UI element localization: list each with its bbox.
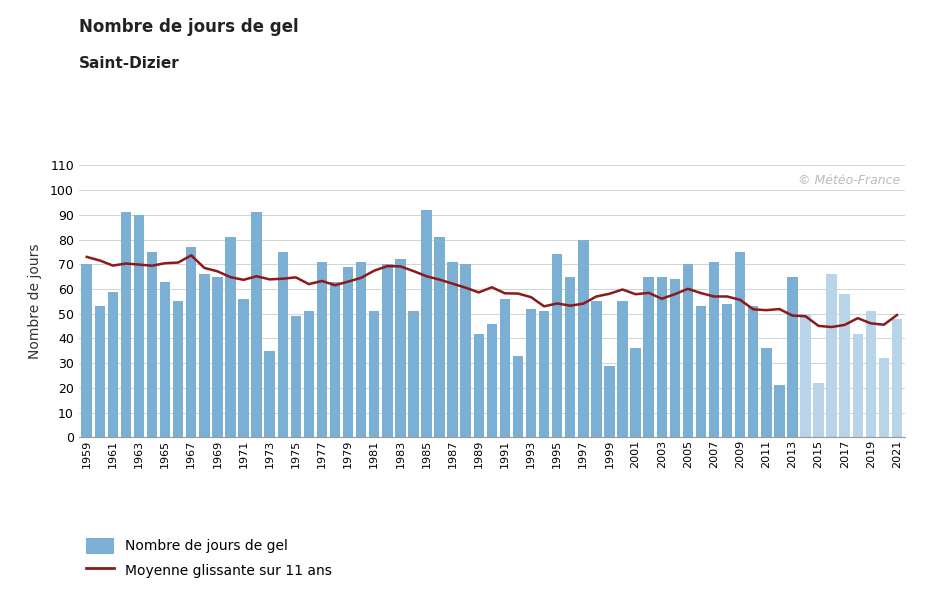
Bar <box>695 306 705 437</box>
Bar <box>303 311 313 437</box>
Bar <box>734 252 744 437</box>
Bar <box>629 348 641 437</box>
Bar <box>82 264 92 437</box>
Bar <box>865 311 875 437</box>
Bar <box>329 282 340 437</box>
Bar <box>526 309 536 437</box>
Bar <box>434 237 444 437</box>
Bar <box>238 299 248 437</box>
Bar <box>799 314 810 437</box>
Bar <box>251 212 261 437</box>
Bar <box>356 262 366 437</box>
Text: Nombre de jours de gel: Nombre de jours de gel <box>79 18 298 35</box>
Bar <box>616 301 627 437</box>
Bar <box>421 210 431 437</box>
Bar <box>578 239 588 437</box>
Bar <box>146 252 157 437</box>
Bar <box>499 299 510 437</box>
Bar <box>408 311 418 437</box>
Bar <box>447 262 457 437</box>
Bar <box>590 301 601 437</box>
Bar <box>199 274 210 437</box>
Bar <box>708 262 718 437</box>
Bar <box>212 277 222 437</box>
Bar <box>108 291 118 437</box>
Bar <box>721 304 731 437</box>
Bar <box>225 237 235 437</box>
Bar <box>812 383 823 437</box>
Bar <box>513 356 523 437</box>
Bar <box>539 311 549 437</box>
Bar <box>760 348 770 437</box>
Bar <box>172 301 184 437</box>
Legend: Nombre de jours de gel, Moyenne glissante sur 11 ans: Nombre de jours de gel, Moyenne glissant… <box>85 538 331 578</box>
Text: Saint-Dizier: Saint-Dizier <box>79 56 180 71</box>
Bar <box>121 212 131 437</box>
Bar <box>460 264 470 437</box>
Bar <box>669 279 679 437</box>
Bar <box>290 316 300 437</box>
Bar <box>133 215 144 437</box>
Bar <box>773 385 783 437</box>
Bar <box>786 277 797 437</box>
Bar <box>552 255 562 437</box>
Bar <box>342 267 353 437</box>
Bar <box>747 306 757 437</box>
Text: © Météo-France: © Météo-France <box>797 174 900 187</box>
Bar <box>655 277 667 437</box>
Bar <box>369 311 379 437</box>
Bar <box>486 324 497 437</box>
Bar <box>395 259 405 437</box>
Bar <box>264 351 274 437</box>
Bar <box>277 252 287 437</box>
Bar <box>642 277 654 437</box>
Bar <box>852 333 862 437</box>
Bar <box>316 262 327 437</box>
Bar <box>826 274 836 437</box>
Bar <box>473 333 484 437</box>
Bar <box>95 306 105 437</box>
Bar <box>878 358 888 437</box>
Bar <box>891 319 901 437</box>
Bar <box>565 277 575 437</box>
Bar <box>159 282 171 437</box>
Y-axis label: Nombre de jours: Nombre de jours <box>28 243 42 359</box>
Bar <box>603 366 614 437</box>
Bar <box>185 247 197 437</box>
Bar <box>839 294 849 437</box>
Bar <box>682 264 692 437</box>
Bar <box>382 264 392 437</box>
